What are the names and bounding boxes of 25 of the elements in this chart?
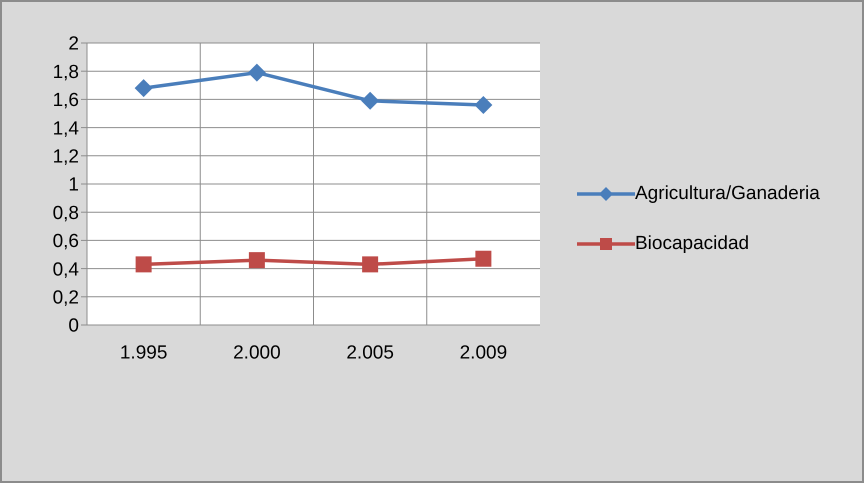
x-tick-label: 1.995 — [120, 342, 168, 364]
point — [474, 96, 492, 114]
y-tick-label: 1,6 — [52, 90, 79, 112]
point — [248, 252, 265, 268]
point — [134, 79, 153, 98]
y-tick-label: 0,8 — [52, 202, 79, 224]
y-tick-label: 1,2 — [52, 146, 79, 168]
legend-label: Biocapacidad — [635, 232, 750, 256]
y-tick-label: 0,6 — [52, 231, 79, 252]
y-tick-label: 2 — [68, 34, 79, 55]
x-tick-label: 2.000 — [233, 342, 281, 364]
point — [475, 250, 492, 267]
point — [362, 256, 378, 272]
y-tick-label: 1,8 — [52, 62, 79, 83]
point — [136, 256, 152, 272]
y-tick-label: 1 — [68, 174, 79, 196]
x-tick-label: 2.009 — [460, 342, 508, 364]
y-tick-label: 1,4 — [52, 118, 80, 140]
x-tick-label: 2.005 — [346, 342, 394, 364]
y-tick-label: 0 — [68, 316, 79, 337]
y-tick-label: 0,2 — [52, 288, 79, 309]
point — [248, 64, 266, 82]
point — [361, 92, 380, 110]
y-tick-label: 0,4 — [52, 259, 80, 280]
legend-label: Agricultura/Ganaderia — [635, 182, 821, 206]
